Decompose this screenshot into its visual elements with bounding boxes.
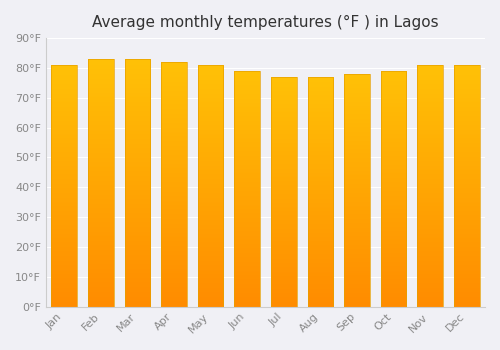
Bar (454, 65, 479, 307)
Bar (418, 65, 443, 307)
Bar (88, 59, 114, 307)
Title: Average monthly temperatures (°F ) in Lagos: Average monthly temperatures (°F ) in La… (92, 15, 439, 30)
Bar (344, 74, 370, 307)
Bar (380, 71, 406, 307)
Bar (124, 59, 150, 307)
Bar (234, 71, 260, 307)
Bar (52, 65, 77, 307)
Bar (271, 77, 296, 307)
Bar (308, 77, 333, 307)
Bar (161, 62, 187, 307)
Bar (198, 65, 224, 307)
